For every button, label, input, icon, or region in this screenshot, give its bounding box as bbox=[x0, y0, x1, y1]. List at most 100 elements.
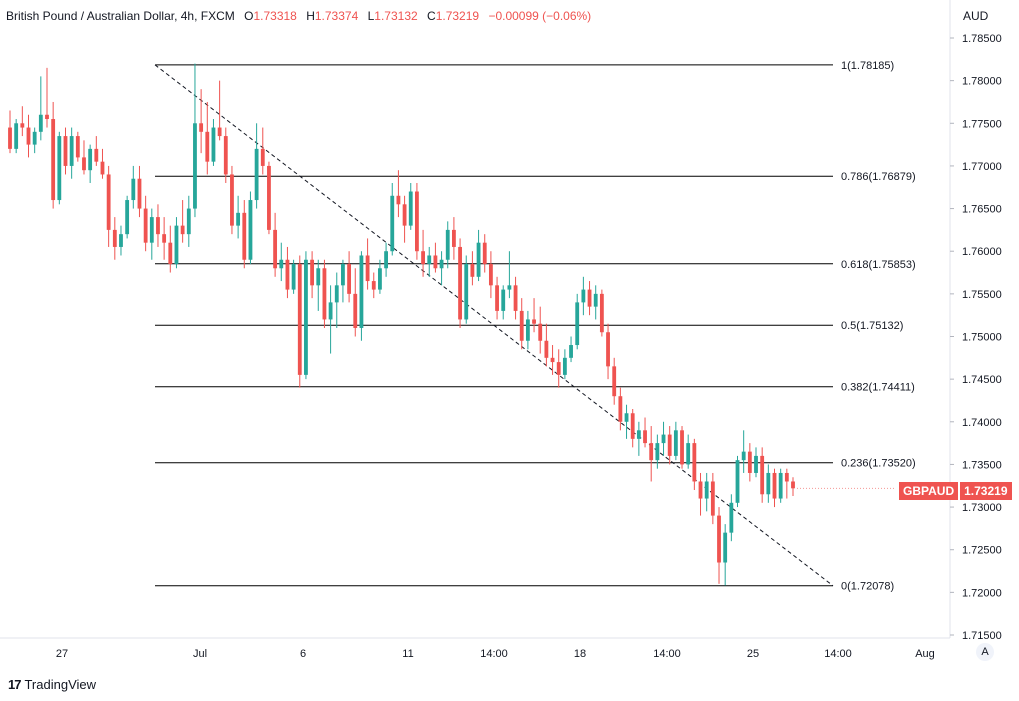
candle-body bbox=[396, 195, 401, 205]
candle-body bbox=[501, 289, 506, 311]
candle-body bbox=[704, 481, 709, 499]
candle-body bbox=[636, 430, 641, 439]
candle-body bbox=[236, 212, 241, 226]
candle-body bbox=[661, 434, 666, 444]
last-price-tag: GBPAUD 1.73219 bbox=[899, 482, 1012, 500]
candle-body bbox=[747, 451, 752, 473]
candle-body bbox=[562, 357, 567, 375]
candle-body bbox=[519, 310, 524, 341]
y-tick-label: 1.72500 bbox=[962, 545, 1002, 557]
candle-body bbox=[606, 332, 610, 367]
candle-body bbox=[359, 255, 364, 328]
candle-body bbox=[772, 472, 777, 499]
candle-body bbox=[156, 217, 160, 235]
candle-body bbox=[125, 200, 130, 235]
y-tick-label: 1.78000 bbox=[962, 76, 1002, 88]
candle-body bbox=[131, 178, 136, 201]
candle-body bbox=[390, 195, 395, 252]
candle-body bbox=[291, 264, 296, 290]
candle-body bbox=[26, 127, 31, 145]
candle-body bbox=[544, 340, 549, 358]
candle-body bbox=[88, 148, 93, 171]
candle-body bbox=[217, 127, 222, 137]
candle-body bbox=[174, 225, 179, 265]
candle-body bbox=[692, 443, 697, 482]
candle-body bbox=[421, 251, 425, 265]
candle-body bbox=[482, 242, 487, 265]
candle-body bbox=[667, 434, 672, 456]
low-value: 1.73132 bbox=[374, 9, 418, 23]
y-tick-label: 1.71500 bbox=[962, 630, 1002, 642]
candle-body bbox=[143, 208, 148, 243]
candle-body bbox=[458, 246, 462, 320]
candle-body bbox=[285, 259, 290, 290]
auto-scale-button[interactable]: A bbox=[976, 643, 994, 661]
fib-level-label: 1(1.78185) bbox=[841, 60, 894, 72]
candle-body bbox=[186, 208, 191, 235]
candle-body bbox=[353, 293, 358, 328]
symbol-title[interactable]: British Pound / Australian Dollar, 4h, F… bbox=[6, 9, 235, 23]
tradingview-brand[interactable]: 17 TradingView bbox=[8, 677, 96, 692]
fib-level-label: 0(1.72078) bbox=[841, 581, 894, 593]
candle-body bbox=[38, 114, 43, 132]
candle-body bbox=[223, 136, 228, 175]
candle-body bbox=[365, 255, 370, 282]
candle-body bbox=[550, 357, 555, 363]
change-value: −0.00099 (−0.06%) bbox=[488, 9, 592, 23]
candle-body bbox=[180, 225, 185, 235]
candle-body bbox=[334, 285, 339, 303]
candle-body bbox=[69, 136, 74, 166]
candle-body bbox=[8, 127, 12, 149]
candle-body bbox=[63, 136, 68, 166]
candle-body bbox=[569, 345, 573, 358]
x-tick-label: Aug bbox=[915, 648, 935, 660]
fib-level-label: 0.382(1.74411) bbox=[841, 382, 915, 394]
candle-body bbox=[556, 362, 561, 375]
x-tick-label: 18 bbox=[574, 648, 586, 660]
candle-body bbox=[408, 191, 413, 226]
candle-body bbox=[297, 264, 302, 375]
candle-body bbox=[106, 174, 111, 230]
candle-body bbox=[45, 114, 49, 120]
brand-name: TradingView bbox=[24, 677, 97, 692]
candle-body bbox=[378, 268, 382, 290]
candle-body bbox=[525, 319, 530, 341]
x-tick-label: 14:00 bbox=[653, 648, 681, 660]
candle-body bbox=[470, 264, 475, 277]
candle-body bbox=[199, 123, 204, 132]
candle-body bbox=[100, 161, 105, 175]
last-price-value: 1.73219 bbox=[960, 482, 1012, 500]
close-value: 1.73219 bbox=[435, 9, 480, 23]
candle-body bbox=[593, 293, 598, 307]
candle-body bbox=[371, 281, 376, 290]
x-tick-label: 14:00 bbox=[480, 648, 508, 660]
x-tick-label: 14:00 bbox=[824, 648, 852, 660]
y-tick-label: 1.75000 bbox=[962, 332, 1002, 344]
y-tick-label: 1.73500 bbox=[962, 459, 1002, 471]
open-label: O bbox=[244, 9, 254, 23]
candle-body bbox=[267, 165, 271, 230]
candle-body bbox=[384, 251, 388, 269]
candle-body bbox=[20, 123, 25, 128]
candle-body bbox=[791, 481, 795, 489]
candle-body bbox=[784, 472, 789, 482]
candle-body bbox=[439, 259, 444, 269]
candle-body bbox=[193, 123, 197, 209]
high-label: H bbox=[306, 9, 315, 23]
candle-body bbox=[451, 229, 456, 247]
candle-body bbox=[445, 229, 450, 260]
fib-level-label: 0.5(1.75132) bbox=[841, 320, 903, 332]
x-tick-label: Jul bbox=[193, 648, 207, 660]
candle-body bbox=[149, 217, 154, 243]
candle-body bbox=[729, 502, 734, 533]
candle-body bbox=[599, 293, 604, 333]
candle-body bbox=[649, 443, 654, 461]
fib-level-label: 0.786(1.76879) bbox=[841, 171, 916, 183]
candle-body bbox=[328, 302, 333, 320]
y-tick-label: 1.72000 bbox=[962, 587, 1002, 599]
candle-body bbox=[254, 148, 259, 201]
candle-body bbox=[51, 119, 56, 201]
candle-body bbox=[754, 455, 758, 473]
